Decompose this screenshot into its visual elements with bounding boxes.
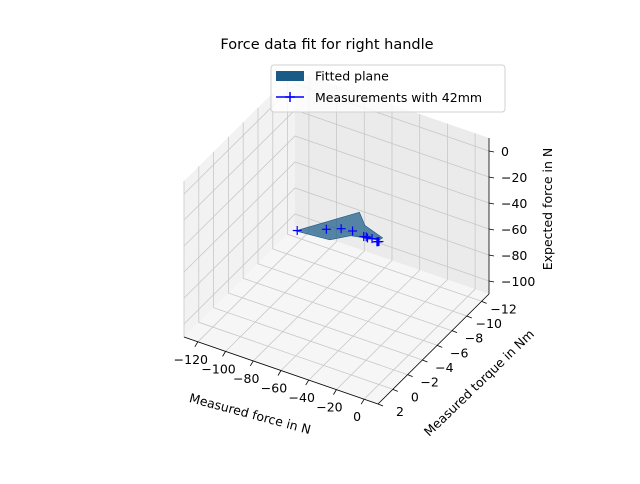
z-tick-label: −80 [501, 248, 527, 263]
z-tick-label: 0 [501, 144, 509, 159]
z-tick-label: −60 [501, 222, 527, 237]
y-tick-label: −8 [465, 331, 483, 346]
legend-surface-label: Fitted plane [315, 69, 389, 84]
y-tick-label: 2 [396, 404, 404, 419]
y-tick-label: −10 [476, 316, 502, 331]
chart-title: Force data fit for right handle [220, 37, 433, 53]
x-tick-label: −80 [233, 371, 259, 386]
legend: Fitted plane Measurements with 42mm [271, 65, 505, 112]
z-axis-label: Expected force in N [540, 148, 555, 270]
y-tick-label: −12 [490, 301, 516, 316]
z-tick-label: −100 [501, 274, 535, 289]
legend-points-label: Measurements with 42mm [315, 90, 482, 105]
y-tick-label: −6 [450, 345, 468, 360]
y-tick-label: −2 [420, 375, 438, 390]
x-tick-label: −60 [261, 381, 287, 396]
y-tick-label: −4 [435, 360, 453, 375]
x-tick-label: −100 [201, 361, 235, 376]
x-tick-label: −40 [289, 390, 315, 405]
legend-surface-swatch [276, 71, 304, 81]
z-tick-label: −20 [501, 170, 527, 185]
z-tick-label: −40 [501, 196, 527, 211]
y-tick-label: 0 [411, 389, 419, 404]
x-tick-label: −20 [316, 400, 342, 415]
x-tick-label: 0 [353, 409, 361, 424]
